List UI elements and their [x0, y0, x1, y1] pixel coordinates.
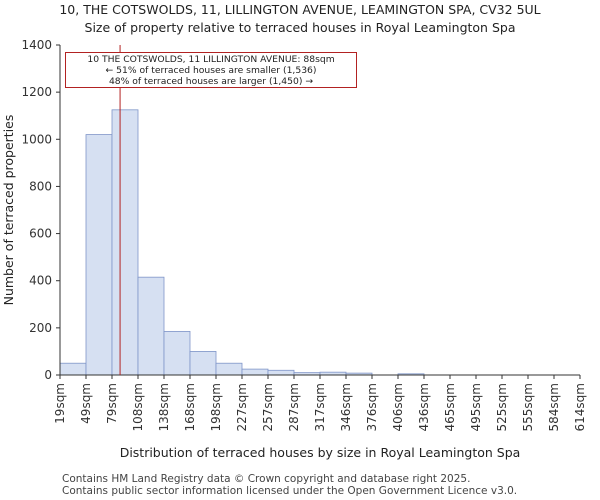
- annotation-line1: 10 THE COTSWOLDS, 11 LILLINGTON AVENUE: …: [87, 54, 335, 65]
- histogram-bar: [111, 109, 139, 376]
- y-tick-label: 1400: [21, 38, 52, 52]
- histogram-bar: [267, 369, 295, 376]
- y-tick-label: 1200: [21, 85, 52, 99]
- x-tick-label: 257sqm: [261, 383, 275, 431]
- histogram-bar: [59, 362, 87, 376]
- x-tick-label: 317sqm: [313, 383, 327, 431]
- histogram-bar: [241, 368, 269, 376]
- x-tick-label: 108sqm: [131, 383, 145, 431]
- annotation-line2: ← 51% of terraced houses are smaller (1,…: [105, 65, 317, 76]
- x-tick-label: 168sqm: [183, 383, 197, 431]
- x-tick-label: 614sqm: [573, 383, 587, 431]
- histogram-bar: [189, 351, 217, 376]
- x-tick-label: 227sqm: [235, 383, 249, 431]
- y-axis-title: Number of terraced properties: [1, 115, 16, 306]
- x-tick-label: 376sqm: [365, 383, 379, 431]
- chart-title-line2: Size of property relative to terraced ho…: [84, 20, 516, 35]
- histogram-bar: [137, 276, 165, 376]
- y-tick-label: 200: [29, 321, 52, 335]
- x-tick-label: 49sqm: [79, 383, 93, 424]
- y-tick-label: 600: [29, 227, 52, 241]
- x-tick-label: 584sqm: [547, 383, 561, 431]
- x-tick-label: 198sqm: [209, 383, 223, 431]
- x-tick-label: 346sqm: [339, 383, 353, 431]
- histogram-bar: [163, 330, 191, 376]
- x-tick-label: 406sqm: [391, 383, 405, 431]
- x-tick-label: 465sqm: [443, 383, 457, 431]
- x-tick-label: 287sqm: [287, 383, 301, 431]
- x-tick-label: 138sqm: [157, 383, 171, 431]
- y-tick-label: 400: [29, 274, 52, 288]
- annotation-line3: 48% of terraced houses are larger (1,450…: [108, 76, 314, 87]
- footer-copyright-line2: Contains public sector information licen…: [62, 485, 518, 497]
- x-tick-label: 19sqm: [53, 383, 67, 424]
- x-tick-label: 436sqm: [417, 383, 431, 431]
- chart-title-line1: 10, THE COTSWOLDS, 11, LILLINGTON AVENUE…: [59, 2, 541, 17]
- y-tick-label: 800: [29, 179, 52, 193]
- y-tick-label: 0: [44, 368, 52, 382]
- y-tick-label: 1000: [21, 132, 52, 146]
- histogram-bar: [85, 134, 113, 376]
- x-tick-label: 525sqm: [495, 383, 509, 431]
- x-axis-title: Distribution of terraced houses by size …: [120, 445, 521, 460]
- footer-copyright-line1: Contains HM Land Registry data © Crown c…: [62, 473, 471, 485]
- x-tick-label: 495sqm: [469, 383, 483, 431]
- histogram-bar: [215, 362, 243, 376]
- x-tick-label: 79sqm: [105, 383, 119, 424]
- property-annotation-box: 10 THE COTSWOLDS, 11 LILLINGTON AVENUE: …: [65, 52, 357, 88]
- x-tick-label: 555sqm: [521, 383, 535, 431]
